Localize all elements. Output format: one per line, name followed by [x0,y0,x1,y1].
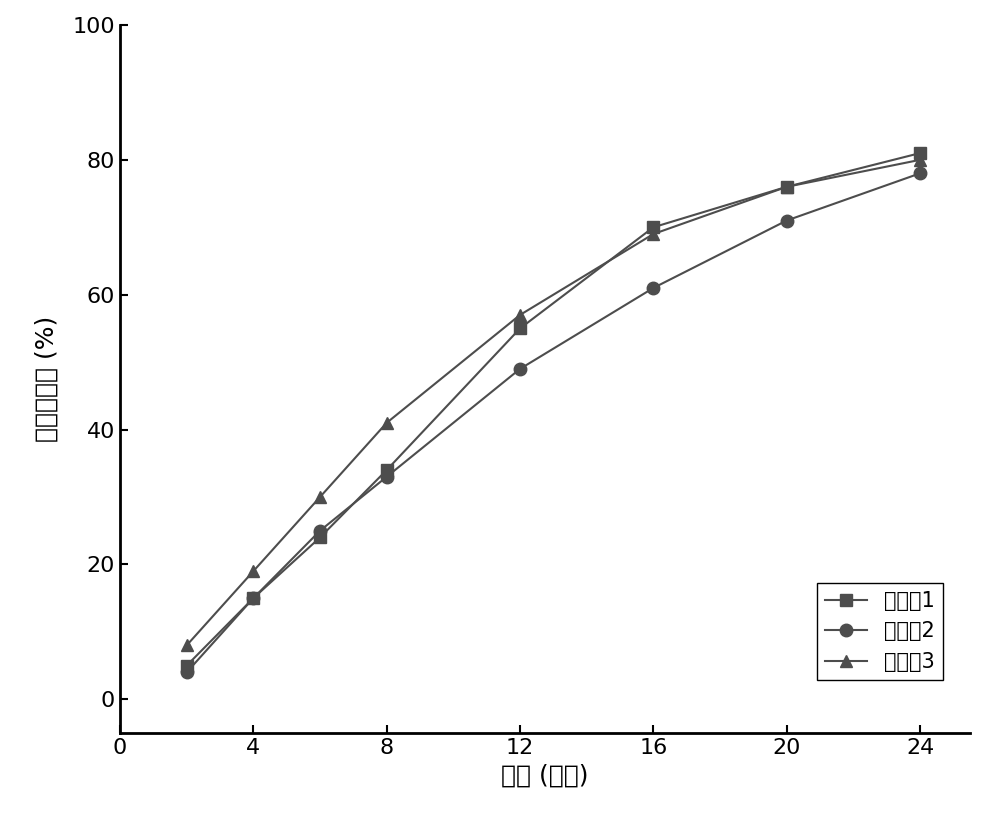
实施例1 [247,593,259,603]
实施例3 [314,492,326,502]
Line: 实施例3: 实施例3 [180,153,926,651]
实施例2 [647,283,659,293]
Y-axis label: 累积释放度 (%): 累积释放度 (%) [35,316,59,442]
实施例3 [247,566,259,576]
实施例1 [781,182,793,192]
实施例3 [181,641,193,651]
实施例1 [914,148,926,158]
实施例3 [781,182,793,192]
实施例2 [247,593,259,603]
实施例2 [181,667,193,677]
实施例2 [314,526,326,536]
实施例1 [647,222,659,232]
实施例3 [514,310,526,320]
Line: 实施例2: 实施例2 [180,167,926,679]
Line: 实施例1: 实施例1 [180,147,926,672]
实施例3 [381,418,393,428]
实施例2 [781,216,793,226]
实施例1 [314,532,326,542]
实施例1 [514,323,526,333]
实施例3 [914,155,926,165]
实施例1 [181,661,193,671]
实施例2 [514,364,526,374]
实施例2 [914,168,926,178]
Legend: 实施例1, 实施例2, 实施例3: 实施例1, 实施例2, 实施例3 [817,582,943,680]
X-axis label: 时间 (小时): 时间 (小时) [501,764,589,787]
实施例3 [647,229,659,239]
实施例2 [381,471,393,481]
实施例1 [381,465,393,475]
